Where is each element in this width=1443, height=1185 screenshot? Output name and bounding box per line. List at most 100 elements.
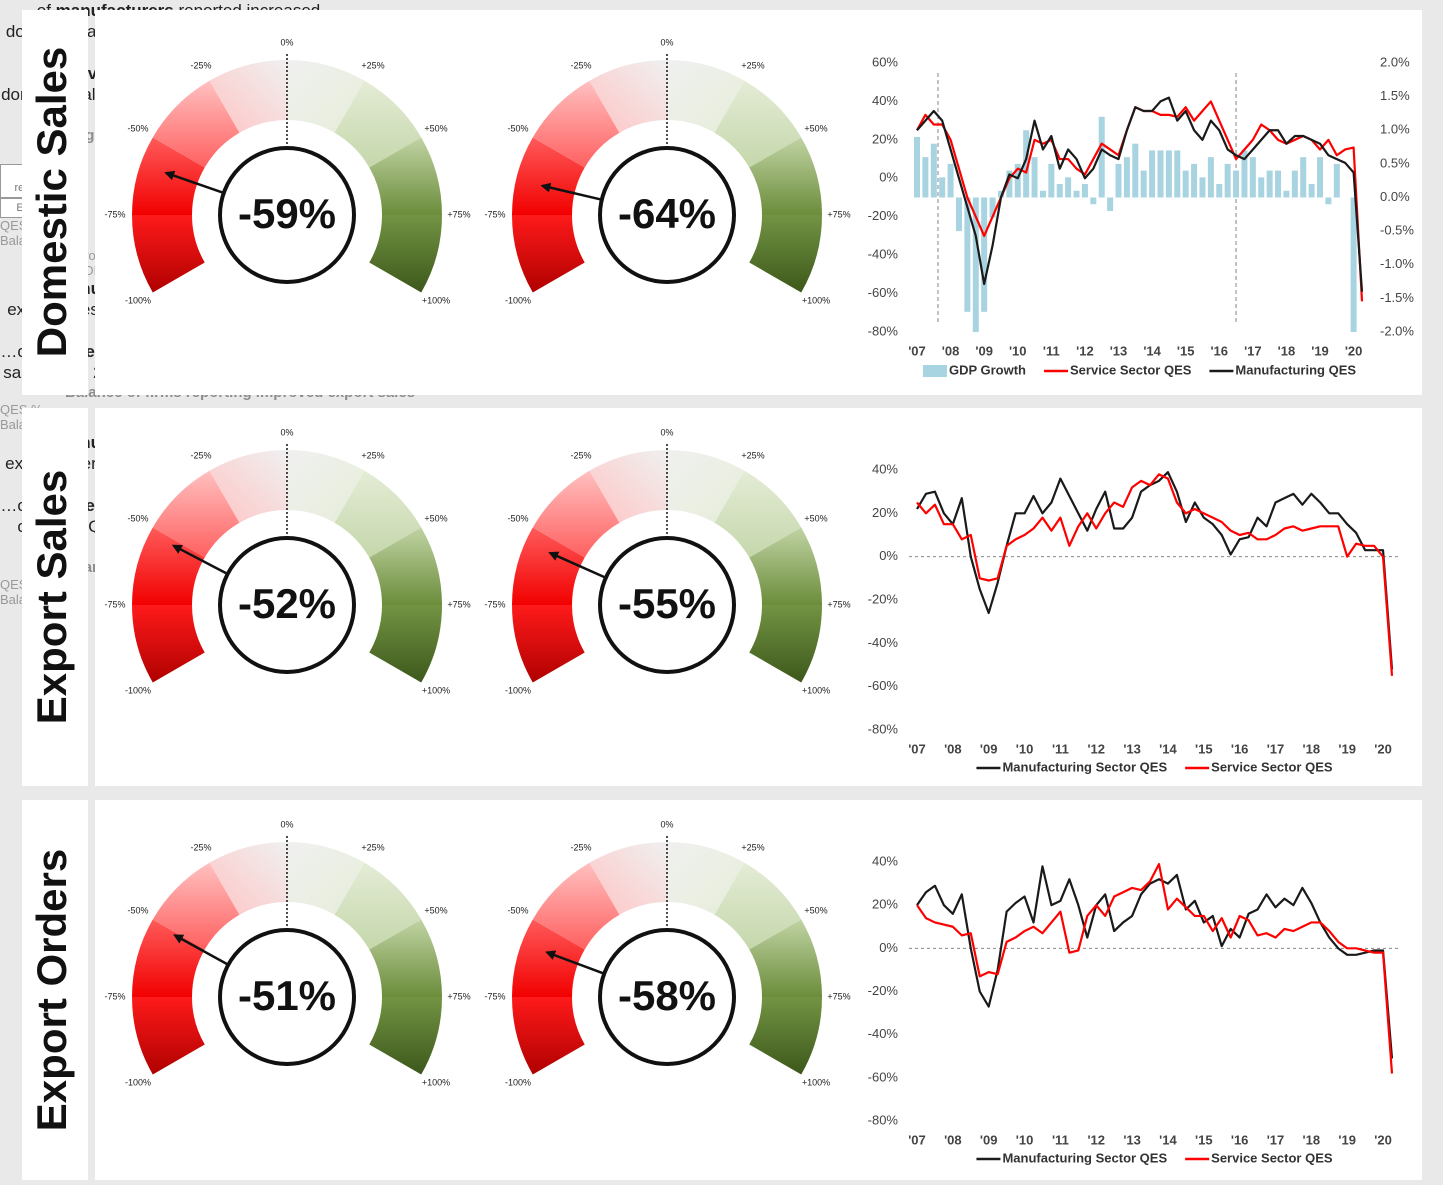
legend: Manufacturing Sector QES Service Sector Q…	[976, 759, 1333, 774]
gauge-band	[132, 527, 205, 605]
x-tick-label: '10	[1009, 343, 1027, 358]
x-tick-label: '20	[1374, 741, 1392, 756]
gauge-tick-label: +25%	[361, 450, 384, 460]
line	[916, 96, 1364, 292]
gauge-tick-label: -50%	[128, 513, 149, 523]
bar	[1081, 184, 1088, 198]
line	[916, 471, 1394, 670]
x-tick-label: '18	[1303, 741, 1321, 756]
y-tick-label: -40%	[868, 247, 899, 262]
bar	[1107, 197, 1114, 211]
gauge-band	[287, 842, 365, 915]
gauge-dial	[218, 928, 356, 1066]
gauge-band	[369, 605, 442, 683]
bar	[1048, 163, 1055, 198]
gauge-tick-label: -100%	[125, 295, 151, 305]
y2-tick-label: -1.5%	[1380, 290, 1414, 305]
x-tick-label: '12	[1087, 741, 1105, 756]
bar	[1258, 177, 1265, 198]
y-tick-label: 40%	[872, 461, 898, 476]
bar	[1123, 157, 1130, 198]
gauge-band	[152, 862, 240, 950]
x-tick-label: '17	[1267, 1132, 1285, 1147]
gauge-tick-label: +75%	[827, 991, 850, 1001]
bar	[1023, 130, 1030, 198]
bar	[1350, 197, 1357, 332]
bar	[1098, 116, 1105, 198]
gauge-band	[589, 450, 667, 523]
gauge-band	[714, 470, 802, 558]
x-tick-label: '12	[1087, 1132, 1105, 1147]
gauge-needle	[171, 544, 229, 576]
gauge-tick-label: 0%	[280, 427, 293, 437]
gauge-tick-label: 0%	[280, 819, 293, 829]
bar	[1115, 163, 1122, 198]
gauge-tick-label: +50%	[804, 905, 827, 915]
gauge-band	[714, 80, 802, 168]
bar	[922, 157, 929, 198]
gauge-dial	[598, 146, 736, 284]
bar	[1056, 184, 1063, 198]
gauge-band	[667, 450, 745, 523]
bar	[1182, 170, 1189, 198]
gauge-tick-label: +100%	[802, 1077, 830, 1087]
x-tick-label: '18	[1278, 343, 1296, 358]
x-tick-label: '11	[1052, 741, 1069, 756]
x-tick-label: '07	[908, 741, 926, 756]
bar	[1006, 170, 1013, 198]
x-tick-label: '10	[1016, 1132, 1034, 1147]
gauge-band	[589, 60, 667, 133]
gauge-value: -55%	[618, 580, 716, 627]
gauge-tick-label: -75%	[104, 599, 125, 609]
gauge-tick-label: -25%	[570, 60, 591, 70]
gauge-tick-label: -50%	[128, 123, 149, 133]
gauge-tick-label: +100%	[802, 295, 830, 305]
bar	[939, 177, 946, 198]
gauge-tick-label: -50%	[128, 905, 149, 915]
y2-tick-label: 2.0%	[1380, 54, 1410, 69]
bar	[1165, 150, 1172, 198]
gauge-needle	[545, 950, 605, 975]
gauge-band	[152, 80, 240, 168]
y-tick-label: 20%	[872, 897, 898, 912]
gauge-tick-label: -100%	[505, 295, 531, 305]
legend: GDP Growth Service Sector QES Manufacturin…	[922, 362, 1356, 377]
legend-label: GDP Growth	[949, 362, 1026, 377]
bar	[1249, 157, 1256, 198]
gauge-needle	[164, 170, 225, 195]
y-tick-label: -20%	[868, 591, 899, 606]
x-tick-label: '14	[1143, 343, 1161, 358]
gauge-band	[667, 842, 745, 915]
bar	[1308, 184, 1315, 198]
gauge-band	[132, 605, 205, 683]
y2-tick-label: -1.0%	[1380, 256, 1414, 271]
y-tick-label: 60%	[872, 54, 898, 69]
x-tick-label: '11	[1043, 343, 1060, 358]
gauge-tick-label: +25%	[361, 842, 384, 852]
legend-label: Service Sector QES	[1070, 362, 1192, 377]
gauge-band	[589, 842, 667, 915]
x-tick-label: '19	[1311, 343, 1329, 358]
gauge-band	[132, 919, 205, 997]
gauge-tick-label: -25%	[570, 842, 591, 852]
bar	[1333, 163, 1340, 198]
bar	[1317, 157, 1324, 198]
x-tick-label: '14	[1159, 1132, 1177, 1147]
bar	[997, 190, 1004, 198]
legend-label: Manufacturing QES	[1235, 362, 1356, 377]
gauge-tick-label: 0%	[660, 37, 673, 47]
bar	[1207, 157, 1214, 198]
x-tick-label: '14	[1159, 741, 1177, 756]
gauge-tick-label: -100%	[125, 1077, 151, 1087]
bar	[1140, 170, 1147, 198]
gauge-band	[334, 470, 422, 558]
x-tick-label: '19	[1338, 741, 1356, 756]
gauge-band	[749, 527, 822, 605]
bar	[972, 197, 979, 332]
bar	[1149, 150, 1156, 198]
gauge-tick-label: +50%	[424, 513, 447, 523]
x-tick-label: '16	[1231, 1132, 1249, 1147]
bar	[1065, 177, 1072, 198]
section-label: Domestic Sales	[28, 47, 75, 358]
gauge-band	[512, 605, 585, 683]
